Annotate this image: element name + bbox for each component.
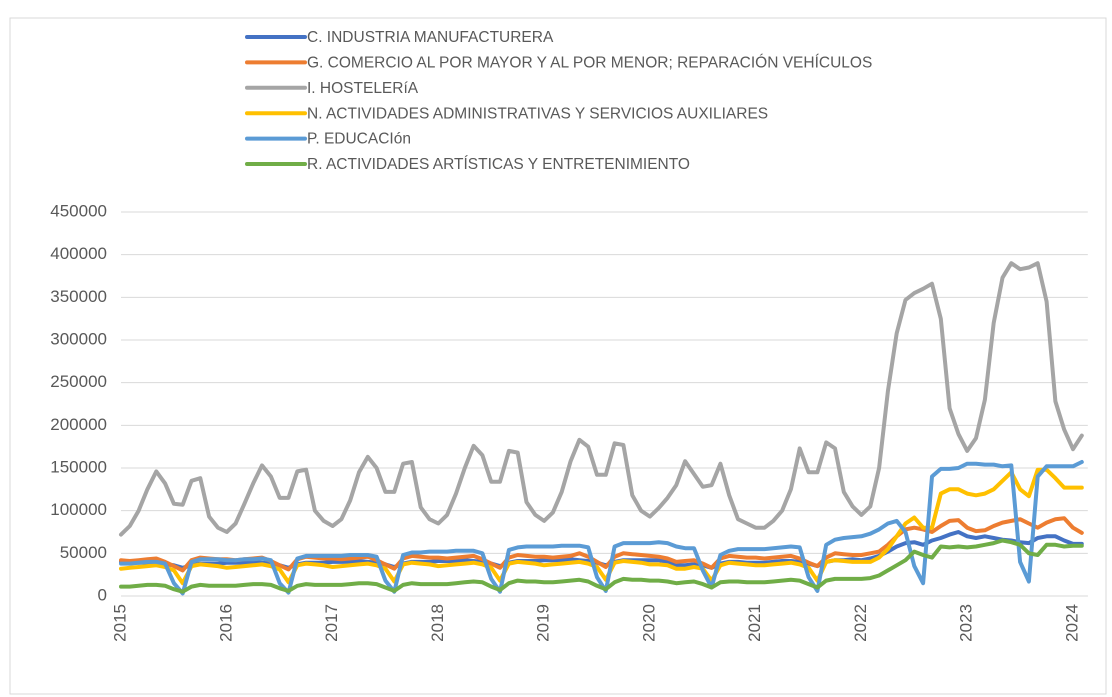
y-tick-label: 50000	[60, 543, 107, 562]
series-line	[119, 467, 1084, 586]
y-tick-label: 300000	[50, 329, 107, 348]
y-tick-label: 150000	[50, 457, 107, 476]
series-line	[119, 538, 1084, 594]
y-tick-label: 0	[98, 585, 107, 604]
y-tick-label: 200000	[50, 415, 107, 434]
x-tick-label: 2019	[534, 604, 553, 642]
x-tick-label: 2021	[745, 604, 764, 642]
legend-label: R. ACTIVIDADES ARTÍSTICAS Y ENTRETENIMIE…	[307, 156, 690, 173]
y-tick-label: 100000	[50, 500, 107, 519]
x-tick-label: 2020	[639, 604, 658, 642]
legend-label: P. EDUCACIón	[307, 131, 411, 148]
legend-label: I. HOSTELERíA	[307, 80, 419, 97]
x-tick-label: 2016	[216, 604, 235, 642]
x-tick-label: 2024	[1062, 604, 1081, 642]
series-line	[119, 261, 1084, 537]
series-line	[119, 460, 1084, 596]
y-tick-label: 250000	[50, 372, 107, 391]
x-tick-label: 2018	[428, 604, 447, 642]
legend-label: G. COMERCIO AL POR MAYOR Y AL POR MENOR;…	[307, 54, 872, 71]
series-line	[119, 516, 1084, 573]
x-tick-label: 2023	[957, 604, 976, 642]
y-tick-label: 450000	[50, 201, 107, 220]
x-tick-label: 2017	[322, 604, 341, 642]
legend-label: C. INDUSTRIA MANUFACTURERA	[307, 29, 554, 46]
x-tick-label: 2015	[110, 604, 129, 642]
legend-label: N. ACTIVIDADES ADMINISTRATIVAS Y SERVICI…	[307, 105, 768, 122]
y-tick-label: 350000	[50, 287, 107, 306]
y-tick-label: 400000	[50, 244, 107, 263]
x-tick-label: 2022	[851, 604, 870, 642]
